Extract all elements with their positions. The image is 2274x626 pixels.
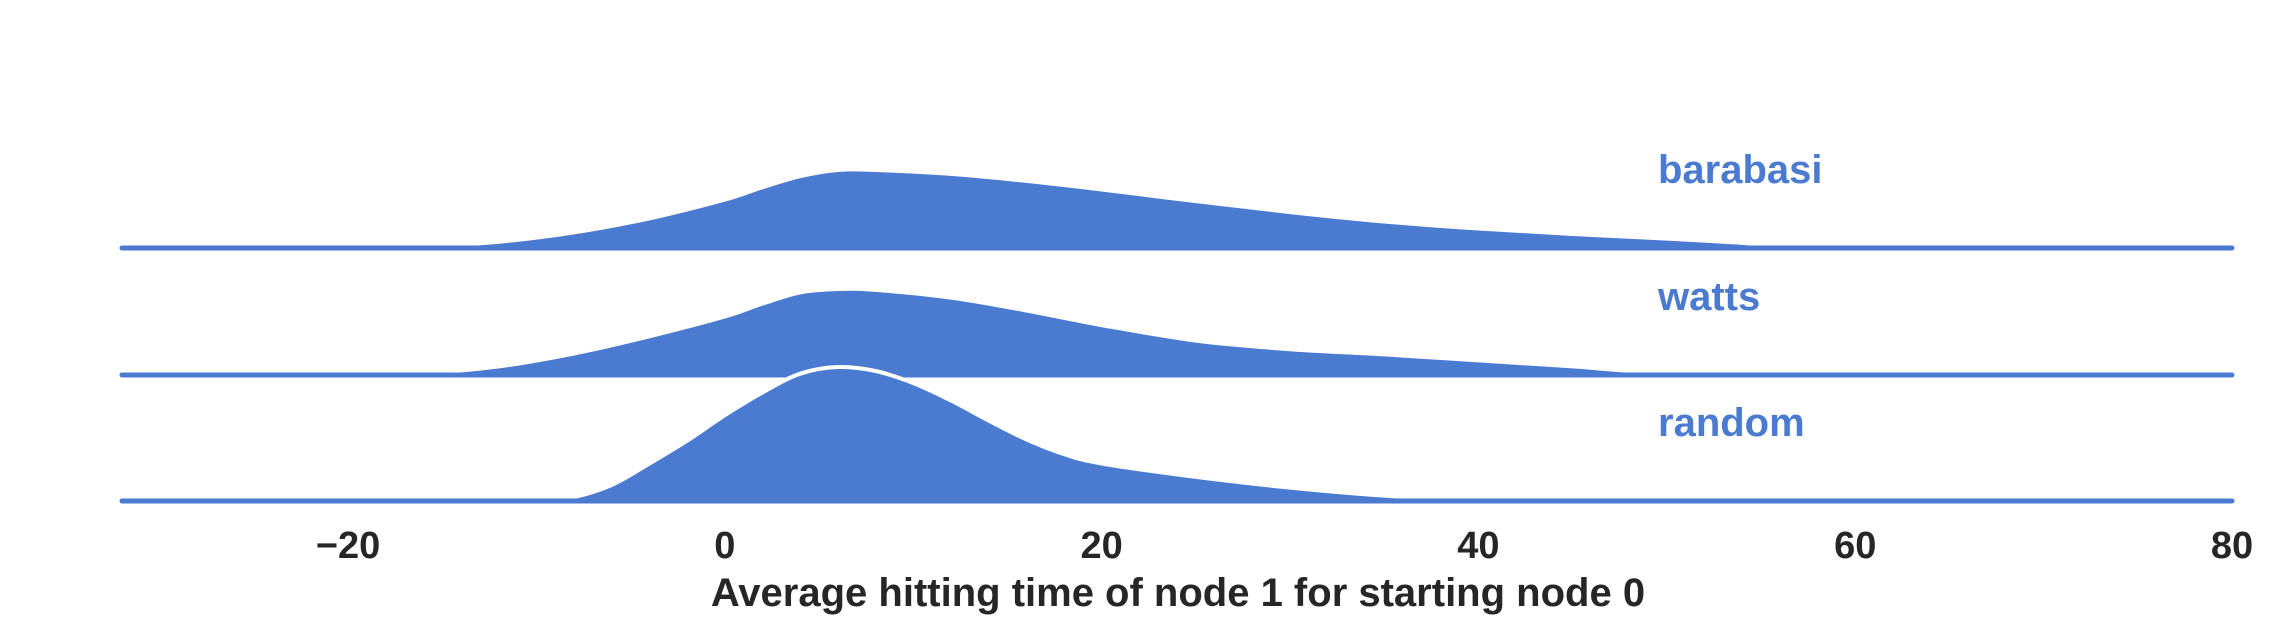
series-label-barabasi: barabasi [1658, 148, 1823, 192]
density-area-random [120, 364, 2234, 504]
ridges: barabasi watts random [119, 148, 2235, 504]
x-axis-label: Average hitting time of node 1 for start… [711, 571, 1645, 615]
x-tick-label: −20 [316, 525, 380, 567]
series-label-random: random [1658, 401, 1805, 445]
ridge-barabasi: barabasi [119, 148, 2235, 251]
x-tick-label: 40 [1457, 525, 1499, 567]
x-axis-ticks: −20 0 20 40 60 80 [316, 525, 2253, 567]
x-tick-label: 60 [1834, 525, 1876, 567]
x-tick-label: 0 [714, 525, 735, 567]
x-tick-label: 20 [1081, 525, 1123, 567]
series-label-watts: watts [1657, 275, 1760, 319]
density-area-barabasi [120, 167, 2234, 251]
ridge-watts: watts [119, 275, 2235, 378]
density-area-watts [120, 286, 2234, 378]
ridge-random: random [119, 364, 2235, 504]
x-tick-label: 80 [2211, 525, 2253, 567]
